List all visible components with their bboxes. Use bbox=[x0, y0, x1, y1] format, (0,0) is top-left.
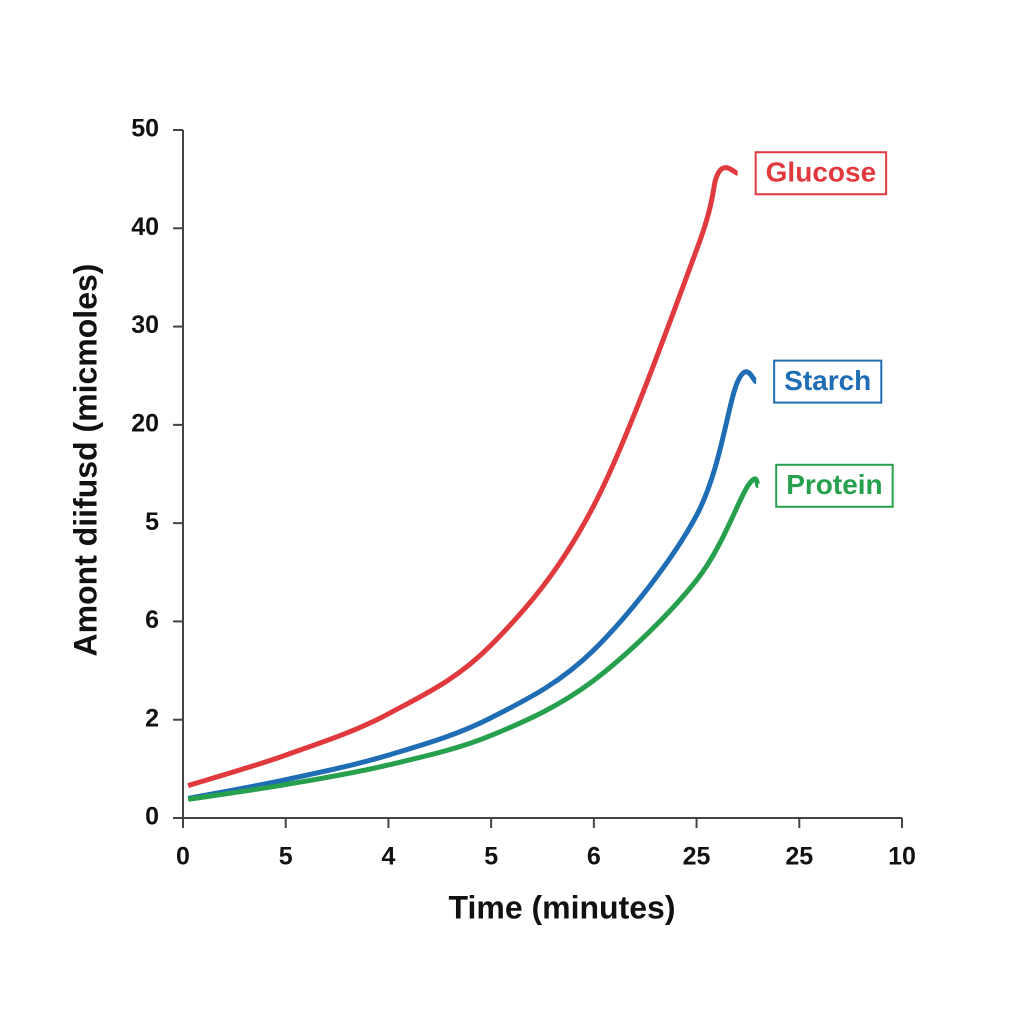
x-tick-label: 5 bbox=[279, 843, 293, 871]
x-tick-label: 5 bbox=[484, 843, 498, 871]
y-tick-label: 20 bbox=[131, 409, 159, 437]
x-tick-label: 25 bbox=[683, 843, 711, 871]
line bbox=[187, 369, 758, 801]
x-tick-label: 0 bbox=[176, 843, 190, 871]
x-tick-label: 4 bbox=[381, 843, 395, 871]
y-tick-label: 40 bbox=[131, 213, 159, 241]
line bbox=[187, 476, 761, 802]
legend-box bbox=[773, 359, 883, 404]
legend-box bbox=[775, 463, 894, 508]
legend-label: Protein bbox=[786, 469, 882, 500]
x-tick-label: 25 bbox=[785, 843, 813, 871]
line bbox=[187, 165, 739, 788]
x-tick-label: 10 bbox=[888, 843, 916, 871]
x-tick-label: 6 bbox=[587, 843, 601, 871]
y-tick-label: 50 bbox=[131, 115, 159, 143]
legend-label: Starch bbox=[784, 365, 871, 396]
y-tick-label: 5 bbox=[145, 508, 159, 536]
legend-box bbox=[754, 151, 888, 196]
y-axis-title: Amont diifusd (micmoles) bbox=[67, 264, 103, 657]
x-axis-title: Time (minutes) bbox=[449, 889, 676, 925]
y-tick-label: 2 bbox=[145, 704, 159, 732]
y-tick-label: 30 bbox=[131, 311, 159, 339]
y-tick-label: 6 bbox=[145, 606, 159, 634]
legend-label: Glucose bbox=[766, 157, 876, 188]
y-tick-label: 0 bbox=[145, 803, 159, 831]
